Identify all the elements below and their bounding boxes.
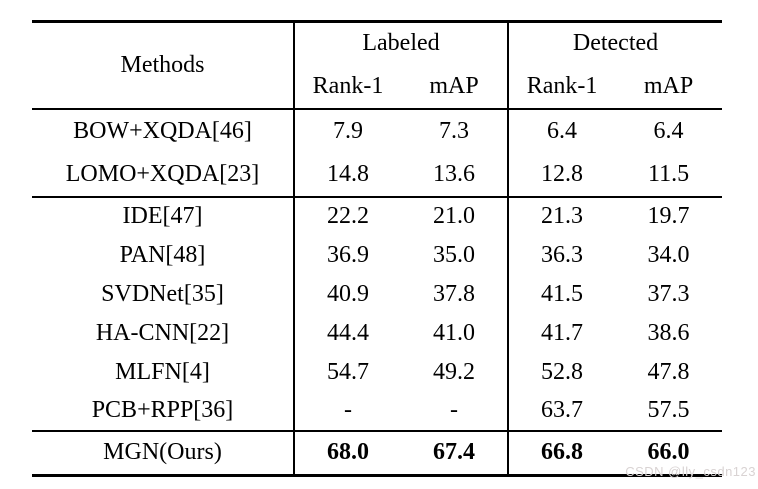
cell-detected-rank1: 66.8: [507, 430, 616, 476]
cell-labeled-rank1: 40.9: [293, 274, 401, 314]
method-name: PAN[48]: [119, 241, 206, 268]
cell-labeled-map: 35.0: [433, 241, 475, 268]
subheader-labeled-rank1: Rank-1: [293, 64, 401, 109]
group-header-detected: Detected: [507, 21, 723, 65]
cell-labeled-map: 13.6: [433, 160, 475, 187]
cell-detected-rank1: 52.8: [507, 352, 616, 392]
method-name: BOW+XQDA[46]: [73, 117, 252, 144]
cell-labeled-map: 41.0: [433, 319, 475, 346]
cell-labeled-map: -: [450, 397, 458, 423]
cell-labeled-rank1: 68.0: [293, 430, 401, 476]
method-name: SVDNet[35]: [101, 280, 224, 307]
table-row: PAN[48] 36.9 35.0 36.3 34.0: [32, 235, 722, 275]
cell-detected-rank1: 41.7: [507, 313, 616, 353]
table-row: IDE[47] 22.2 21.0 21.3 19.7: [32, 196, 722, 236]
method-name: LOMO+XQDA[23]: [65, 160, 260, 187]
cell-detected-map: 66.0: [647, 439, 690, 466]
cell-detected-map: 34.0: [647, 241, 690, 268]
cell-labeled-rank1: 36.9: [293, 235, 401, 275]
cell-labeled-rank1: 14.8: [293, 152, 401, 197]
method-name: PCB+RPP[36]: [91, 397, 234, 423]
sub-header-row: Rank-1 mAP Rank-1 mAP: [32, 64, 722, 109]
section-ours: MGN(Ours) 68.0 67.4 66.8 66.0: [32, 430, 723, 476]
cell-detected-rank1: 21.3: [507, 196, 616, 236]
cell-labeled-map: 67.4: [433, 439, 475, 466]
cell-labeled-map: 37.8: [433, 280, 475, 307]
cell-detected-rank1: 6.4: [507, 108, 616, 153]
section-handcrafted: BOW+XQDA[46] 7.9 7.3 6.4 6.4 LOMO+XQDA[2…: [32, 108, 722, 197]
cell-detected-map: 11.5: [647, 160, 690, 187]
group-header-labeled: Labeled: [292, 21, 509, 65]
cell-labeled-map: 21.0: [433, 203, 475, 229]
cell-detected-rank1: 12.8: [507, 152, 616, 197]
cell-labeled-rank1: 54.7: [293, 352, 401, 392]
cell-labeled-rank1: 44.4: [293, 313, 401, 353]
cell-labeled-rank1: -: [293, 391, 401, 431]
method-name: HA-CNN[22]: [95, 319, 230, 346]
cell-detected-rank1: 36.3: [507, 235, 616, 275]
cell-detected-map: 57.5: [647, 397, 690, 423]
methods-column-header: Methods: [32, 21, 295, 109]
cell-detected-map: 6.4: [653, 117, 684, 144]
table-row: MLFN[4] 54.7 49.2 52.8 47.8: [32, 352, 722, 392]
cell-detected-map: 19.7: [647, 203, 690, 229]
subheader-detected-rank1: Rank-1: [507, 64, 616, 109]
cell-detected-map: 38.6: [647, 319, 690, 346]
method-name: IDE[47]: [122, 203, 203, 229]
cell-labeled-map: 49.2: [433, 358, 475, 385]
cell-detected-map: 37.3: [647, 280, 690, 307]
table-header: Methods Labeled Detected Rank-1 mAP Rank…: [32, 21, 723, 109]
cell-detected-rank1: 63.7: [507, 391, 616, 431]
cell-labeled-map: 7.3: [439, 117, 469, 144]
cell-labeled-rank1: 22.2: [293, 196, 401, 236]
table-row: LOMO+XQDA[23] 14.8 13.6 12.8 11.5: [32, 152, 722, 197]
csdn-watermark: CSDN @lly_csdn123: [625, 464, 756, 479]
table-row: SVDNet[35] 40.9 37.8 41.5 37.3: [32, 274, 722, 314]
table-row: PCB+RPP[36] - - 63.7 57.5: [32, 391, 722, 431]
subheader-detected-map: mAP: [643, 72, 694, 99]
cell-detected-map: 47.8: [647, 358, 690, 385]
section-deep-baselines: IDE[47] 22.2 21.0 21.3 19.7 PAN[48] 36.9…: [32, 196, 723, 431]
table-row: MGN(Ours) 68.0 67.4 66.8 66.0: [32, 430, 722, 476]
subheader-labeled-map: mAP: [429, 72, 479, 99]
table-row: HA-CNN[22] 44.4 41.0 41.7 38.6: [32, 313, 722, 353]
method-name: MLFN[4]: [115, 358, 210, 385]
cell-detected-rank1: 41.5: [507, 274, 616, 314]
results-table: Methods Labeled Detected Rank-1 mAP Rank…: [32, 20, 723, 477]
table-row: BOW+XQDA[46] 7.9 7.3 6.4 6.4: [32, 108, 722, 153]
group-header-row: Methods Labeled Detected: [32, 21, 723, 109]
cell-labeled-rank1: 7.9: [293, 108, 401, 153]
method-name: MGN(Ours): [103, 439, 222, 466]
